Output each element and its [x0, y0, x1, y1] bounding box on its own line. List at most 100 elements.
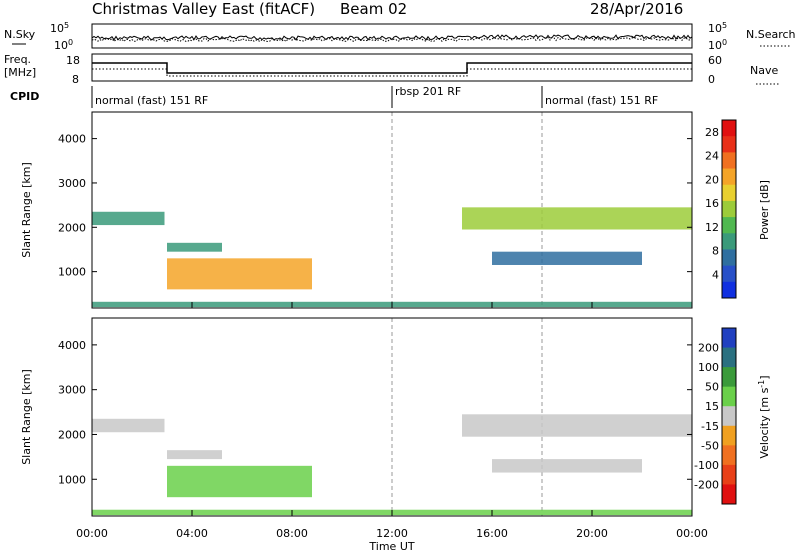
- velocity-colorbar-tick-6: -100: [694, 459, 719, 472]
- power-colorbar-swatch-4: [722, 184, 736, 202]
- velocity-panel: 1000 2000 3000 4000 Slant Range [km] 200 100…: [20, 317, 771, 517]
- velocity-colorbar-tick-4: -15: [701, 420, 719, 433]
- velocity-colorbar-tick-5: -50: [701, 439, 719, 452]
- nsearch-trace: [91, 36, 693, 43]
- power-echo-2: [167, 258, 312, 290]
- velocity-colorbar-swatch-6: [722, 445, 736, 466]
- velocity-colorbar-frame: [721, 327, 737, 505]
- power-ytick-label-4000: 4000: [58, 133, 86, 146]
- frequency-panel: Freq. [MHz] 18 8 60 0 Nave: [4, 53, 780, 86]
- power-echo-1: [167, 242, 222, 252]
- freq-panel-frame: [91, 53, 693, 82]
- power-colorbar-swatch-7: [722, 233, 736, 250]
- noise-tick-right-bottom: 100: [708, 38, 727, 52]
- time-tick-label-2: 08:00: [276, 527, 308, 540]
- time-tick-label-0: 00:00: [76, 527, 108, 540]
- power-colorbar-swatch-9: [722, 265, 736, 283]
- power-colorbar-tick-2: 12: [705, 221, 719, 234]
- frequency-trace: [92, 62, 692, 74]
- nave-label: Nave: [750, 64, 778, 77]
- velocity-echo-3: [462, 414, 692, 437]
- nsearch-label: N.Search: [746, 28, 796, 41]
- nsky-label: N.Sky: [4, 28, 36, 41]
- noise-tick-left-top: 105: [50, 21, 69, 35]
- velocity-colorbar-swatch-0: [722, 328, 736, 349]
- velocity-echo-marks: [92, 318, 692, 516]
- time-tick-label-1: 04:00: [176, 527, 208, 540]
- nsky-trace: [91, 34, 693, 41]
- time-tick-label-5: 20:00: [576, 527, 608, 540]
- cpid-segment-1: rbsp 201 RF: [395, 85, 461, 98]
- velocity-colorbar-tick-2: 50: [705, 381, 719, 394]
- power-colorbar-swatch-1: [722, 136, 736, 153]
- freq-unit-label: [MHz]: [4, 66, 36, 79]
- velocity-ytick-label-1000: 1000: [58, 473, 86, 486]
- power-colorbar-label: Power [dB]: [758, 180, 771, 240]
- velocity-ytick-label-4000: 4000: [58, 339, 86, 352]
- velocity-ytick-label-3000: 3000: [58, 384, 86, 397]
- noise-tick-right-top: 105: [708, 21, 727, 35]
- velocity-echo-1: [167, 450, 222, 460]
- velocity-colorbar-swatch-7: [722, 464, 736, 485]
- velocity-colorbar-swatch-2: [722, 367, 736, 388]
- power-colorbar-swatch-5: [722, 200, 736, 218]
- power-echo-4: [492, 251, 642, 265]
- velocity-echo-2: [167, 465, 312, 498]
- freq-tick-bottom: 8: [72, 73, 79, 86]
- noise-panel: N.Sky 105 100 105 100 N.Search: [4, 21, 796, 52]
- power-y-axis: 1000 2000 3000 4000: [58, 133, 692, 279]
- velocity-colorbar-tick-3: 15: [705, 400, 719, 413]
- cpid-segment-2: normal (fast) 151 RF: [545, 94, 658, 107]
- power-colorbar-tick-1: 8: [712, 245, 719, 258]
- power-ytick-label-3000: 3000: [58, 177, 86, 190]
- velocity-colorbar-label: Velocity [m s-1]: [757, 375, 771, 458]
- time-tick-label-3: 12:00: [376, 527, 408, 540]
- time-axis-label: Time UT: [368, 540, 414, 553]
- power-colorbar-tick-0: 4: [712, 268, 719, 281]
- velocity-colorbar-swatch-3: [722, 386, 736, 407]
- time-tick-label-4: 16:00: [476, 527, 508, 540]
- power-colorbar-frame: [721, 119, 737, 299]
- power-colorbar-swatch-0: [722, 120, 736, 137]
- cpid-label: CPID: [10, 90, 39, 103]
- power-panel: 1000 2000 3000 4000 Slant Range [km] 4 8 12 16…: [20, 111, 771, 309]
- noise-panel-frame: [91, 23, 693, 49]
- power-ytick-label-2000: 2000: [58, 221, 86, 234]
- cpid-segment-0: normal (fast) 151 RF: [95, 94, 208, 107]
- velocity-colorbar-tick-0: 200: [698, 342, 719, 355]
- power-colorbar-tick-5: 24: [705, 150, 719, 163]
- time-axis: 00:00 04:00 08:00 12:00 16:00 20:00 00:00: [76, 302, 708, 540]
- beam-title: Beam 02: [340, 0, 407, 18]
- nave-trace: [92, 68, 692, 77]
- velocity-colorbar-tick-7: -200: [694, 478, 719, 491]
- velocity-ytick-label-2000: 2000: [58, 428, 86, 441]
- power-colorbar: 4 8 12 16 20 24 28: [705, 119, 737, 299]
- cpid-row: CPID normal (fast) 151 RF rbsp 201 RF no…: [10, 85, 658, 108]
- power-ylabel: Slant Range [km]: [20, 162, 33, 258]
- power-echo-0: [92, 211, 165, 226]
- velocity-ylabel: Slant Range [km]: [20, 369, 33, 465]
- velocity-colorbar-swatch-1: [722, 347, 736, 368]
- nave-tick-bottom: 0: [708, 73, 715, 86]
- power-colorbar-tick-6: 28: [705, 126, 719, 139]
- station-title: Christmas Valley East (fitACF): [92, 0, 315, 18]
- velocity-echo-0: [92, 418, 165, 433]
- velocity-y-axis: 1000 2000 3000 4000: [58, 339, 692, 486]
- date-title: 28/Apr/2016: [590, 0, 683, 18]
- velocity-echo-4: [492, 459, 642, 473]
- velocity-colorbar-swatch-8: [722, 484, 736, 505]
- freq-label: Freq.: [4, 53, 31, 66]
- power-colorbar-tick-3: 16: [705, 197, 719, 210]
- power-echo-marks: [92, 112, 692, 308]
- power-colorbar-swatch-2: [722, 152, 736, 170]
- freq-tick-top: 18: [66, 54, 80, 67]
- nave-tick-top: 60: [708, 54, 722, 67]
- velocity-colorbar: 200 100 50 15 -15 -50 -100 -200: [694, 327, 737, 505]
- velocity-colorbar-swatch-4: [722, 406, 736, 427]
- power-ytick-label-1000: 1000: [58, 266, 86, 279]
- power-colorbar-swatch-6: [722, 217, 736, 234]
- power-colorbar-swatch-10: [722, 281, 736, 299]
- power-colorbar-swatch-8: [722, 249, 736, 267]
